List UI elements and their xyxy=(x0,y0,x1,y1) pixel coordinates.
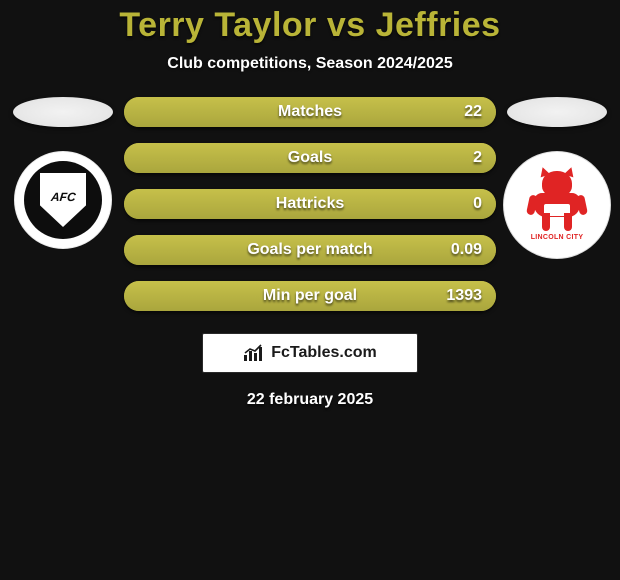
left-side: AFC xyxy=(8,97,118,249)
stat-bars: Matches 22 Goals 2 Hattricks 0 Goals per… xyxy=(118,97,502,311)
date-text: 22 february 2025 xyxy=(0,391,620,409)
stat-value: 22 xyxy=(464,103,482,121)
club-badge-left: AFC xyxy=(14,151,112,249)
stat-bar-goals: Goals 2 xyxy=(124,143,496,173)
player-headshot-right xyxy=(507,97,607,127)
subtitle: Club competitions, Season 2024/2025 xyxy=(0,55,620,73)
content-row: AFC Matches 22 Goals 2 Hattricks 0 xyxy=(0,97,620,311)
imp-mascot-icon: LINCOLN CITY xyxy=(528,171,586,239)
stat-value: 0 xyxy=(473,195,482,213)
stat-label: Hattricks xyxy=(276,195,344,213)
player-headshot-left xyxy=(13,97,113,127)
stat-bar-matches: Matches 22 xyxy=(124,97,496,127)
stat-label: Matches xyxy=(278,103,342,121)
right-side: LINCOLN CITY xyxy=(502,97,612,259)
stat-bar-mpg: Min per goal 1393 xyxy=(124,281,496,311)
stat-bar-hattricks: Hattricks 0 xyxy=(124,189,496,219)
bar-chart-icon xyxy=(243,344,265,362)
stat-label: Goals xyxy=(288,149,332,167)
stat-label: Min per goal xyxy=(263,287,357,305)
club-badge-left-inner: AFC xyxy=(24,161,102,239)
comparison-card: Terry Taylor vs Jeffries Club competitio… xyxy=(0,0,620,409)
badge-caption: LINCOLN CITY xyxy=(528,234,586,241)
club-badge-right: LINCOLN CITY xyxy=(503,151,611,259)
shield-text: AFC xyxy=(50,190,76,204)
page-title: Terry Taylor vs Jeffries xyxy=(0,6,620,45)
stat-value: 0.09 xyxy=(451,241,482,259)
shield-icon: AFC xyxy=(40,173,86,227)
stat-value: 2 xyxy=(473,149,482,167)
stat-bar-gpm: Goals per match 0.09 xyxy=(124,235,496,265)
stat-value: 1393 xyxy=(446,287,482,305)
stat-label: Goals per match xyxy=(247,241,372,259)
brand-text: FcTables.com xyxy=(271,344,377,362)
brand-box[interactable]: FcTables.com xyxy=(202,333,418,373)
